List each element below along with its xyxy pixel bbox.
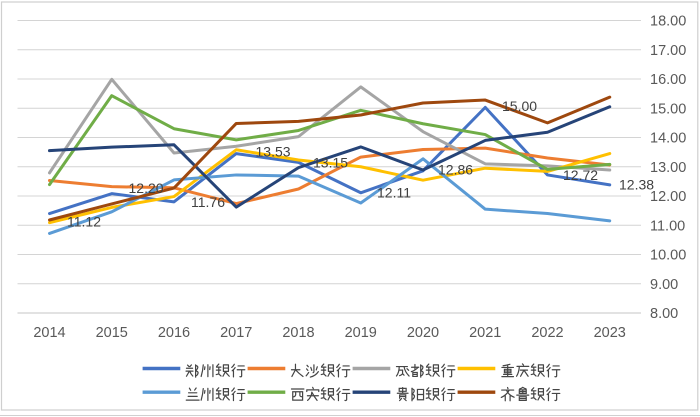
svg-text:2017: 2017: [220, 325, 252, 341]
svg-text:2022: 2022: [531, 325, 563, 341]
svg-text:2014: 2014: [33, 325, 65, 341]
svg-text:12.86: 12.86: [438, 162, 473, 178]
svg-text:12.11: 12.11: [377, 185, 411, 201]
svg-text:2019: 2019: [345, 325, 377, 341]
svg-text:2020: 2020: [407, 325, 439, 341]
svg-text:12.38: 12.38: [619, 177, 654, 193]
svg-text:13.15: 13.15: [313, 155, 348, 171]
svg-text:17.00: 17.00: [650, 43, 686, 59]
svg-text:2023: 2023: [594, 325, 626, 341]
svg-text:11.76: 11.76: [191, 194, 225, 210]
svg-text:12.00: 12.00: [650, 189, 686, 205]
svg-text:8.00: 8.00: [650, 306, 678, 322]
svg-text:2015: 2015: [96, 325, 128, 341]
svg-text:16.00: 16.00: [650, 72, 686, 88]
svg-text:11.00: 11.00: [650, 218, 685, 234]
svg-text:11.12: 11.12: [67, 214, 101, 230]
svg-text:15.00: 15.00: [650, 101, 686, 117]
svg-text:12.20: 12.20: [129, 180, 164, 196]
svg-text:13.00: 13.00: [650, 160, 686, 176]
svg-text:14.00: 14.00: [650, 131, 686, 147]
svg-text:13.53: 13.53: [256, 144, 291, 160]
svg-text:18.00: 18.00: [650, 14, 686, 30]
svg-text:10.00: 10.00: [650, 248, 686, 264]
svg-text:9.00: 9.00: [650, 277, 678, 293]
svg-text:12.72: 12.72: [563, 167, 598, 183]
svg-text:15.00: 15.00: [502, 98, 537, 114]
svg-text:2016: 2016: [158, 325, 190, 341]
svg-text:2021: 2021: [469, 325, 501, 341]
svg-text:2018: 2018: [282, 325, 314, 341]
